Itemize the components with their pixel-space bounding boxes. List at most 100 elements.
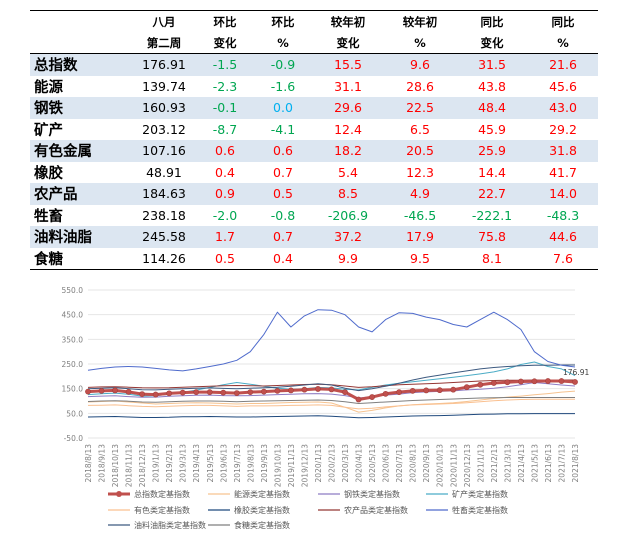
table-cell: 37.2 [312,226,384,248]
column-header: 同比 [528,10,598,32]
table-row: 牲畜 238.18 -2.0 -0.8 -206.9 -46.5 -222.1 -48.3 [30,205,598,227]
table-cell: 29.6 [312,97,384,119]
table-cell: -1.6 [270,78,296,94]
x-tick-label: 2021/3/13 [503,444,512,483]
table-cell: 45.6 [549,78,577,94]
y-tick-label: 150.0 [62,385,84,394]
x-tick-label: 2018/12/13 [138,444,147,487]
table-cell: 0.5 [254,183,312,205]
row-name: 总指数 [30,53,132,76]
data-point [260,388,267,395]
y-tick-label: 450.0 [62,311,84,320]
column-header: % [384,32,456,54]
legend-item: 橡胶类定基指数 [208,505,290,515]
column-header: 变化 [456,32,528,54]
data-point [112,387,118,394]
legend-label: 油料油脂类定基指数 [134,520,206,530]
column-header: 变化 [196,32,254,54]
row-name: 牲畜 [34,208,63,225]
legend-item: 农产品类定基指数 [318,505,408,515]
row-name: 能源 [34,79,63,96]
legend-item: 食糖类定基指数 [208,520,290,530]
table-row: 油料油脂 245.58 1.7 0.7 37.2 17.9 75.8 44.6 [30,226,598,248]
data-point [85,388,91,395]
data-point [409,387,416,394]
table-cell: 17.9 [384,226,456,248]
table-cell: 12.4 [334,121,362,137]
legend-item: 总指数定基指数 [108,489,190,499]
column-header: 环比 [254,10,312,32]
data-point [315,386,321,392]
column-header: 环比 [196,10,254,32]
table-cell: 48.4 [456,97,528,119]
column-header: 八月 [132,10,196,32]
data-point [98,387,105,394]
x-tick-label: 2021/5/13 [530,444,539,483]
table-cell: 0.9 [196,183,254,205]
table-cell: -4.1 [270,121,296,137]
table-row: 总指数 176.91 -1.5 -0.9 15.5 9.6 31.5 21.6 [30,53,598,76]
x-tick-label: 2020/2/13 [328,444,337,483]
data-point [436,387,443,394]
table-row: 农产品 184.63 0.9 0.5 8.5 4.9 22.7 14.0 [30,183,598,205]
row-name: 橡胶 [34,165,63,182]
table-cell: 31.1 [334,78,362,94]
table-cell: 160.93 [132,97,196,119]
data-point [531,378,538,385]
table-cell: 4.9 [384,183,456,205]
data-point [166,390,173,397]
table-cell: 114.26 [132,247,196,270]
end-value-label: 176.91 [563,368,589,377]
y-tick-label: 350.0 [62,335,84,344]
table-cell: 31.5 [456,53,528,76]
index-line-chart: 550.0 450.0 350.0 250.0 150.0 50.0 -50.0 2018/… [62,286,590,530]
table-cell: 48.91 [146,164,182,180]
legend-marker [116,491,122,497]
legend-label: 农产品类定基指数 [344,505,408,515]
row-name: 油料油脂 [30,226,132,248]
x-tick-label: 2020/1/13 [314,444,323,483]
x-tick-label: 2019/11/13 [287,444,296,487]
table-cell: 45.9 [478,121,506,137]
table-cell: 0.5 [196,247,254,270]
data-point [517,378,524,385]
table-cell: 75.8 [456,226,528,248]
data-point [247,389,254,396]
row-name: 矿产 [34,122,63,139]
header-row: 第二周 变化% 变化% 变化% [30,32,598,54]
table-cell: 9.6 [384,53,456,76]
data-point [206,389,213,396]
row-name: 钢铁 [30,97,132,119]
x-tick-label: 2020/6/13 [382,444,391,483]
data-point [179,389,186,396]
y-tick-label: 50.0 [66,409,83,418]
x-tick-label: 2020/5/13 [368,444,377,483]
x-tick-label: 2021/7/13 [557,444,566,483]
x-tick-label: 2019/12/13 [300,444,309,487]
table-cell: 14.0 [528,183,598,205]
series-line-5 [87,413,575,419]
table-row: 橡胶 48.91 0.4 0.7 5.4 12.3 14.4 41.7 [30,162,598,184]
column-header [30,10,132,32]
table-cell: 41.7 [549,164,577,180]
table-body: 总指数 176.91 -1.5 -0.9 15.5 9.6 31.5 21.6 能源 139.74… [30,53,598,270]
legend-item: 有色类定基指数 [108,505,190,515]
table-cell: 14.4 [478,164,506,180]
series-line-2 [87,382,576,399]
table-cell: 8.5 [312,183,384,205]
table-cell: 203.12 [142,121,186,137]
table-cell: 184.63 [132,183,196,205]
table-cell: 245.58 [132,226,196,248]
legend-label: 矿产类定基指数 [452,489,508,499]
table-cell: 1.7 [196,226,254,248]
column-header: 变化 [312,32,384,54]
table-row: 能源 139.74 -2.3 -1.6 31.1 28.6 43.8 45.6 [30,76,598,98]
x-tick-label: 2019/10/13 [273,444,282,487]
data-point [342,389,348,396]
table-cell: 22.5 [384,97,456,119]
legend-item: 能源类定基指数 [208,489,290,499]
table-header: 八月 环比 环比 较年初 较年初 同比 同比 第二周 变化% 变化% 变化% [30,10,598,54]
x-tick-label: 2020/3/13 [341,444,350,483]
table-cell: 5.4 [338,164,358,180]
data-point [450,386,457,393]
